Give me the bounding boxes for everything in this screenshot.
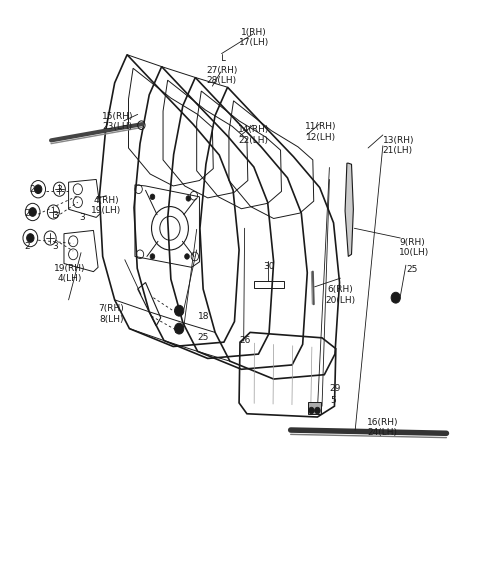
Text: 3: 3	[80, 213, 85, 222]
Text: 18: 18	[198, 312, 209, 321]
Text: 11(RH)
12(LH): 11(RH) 12(LH)	[305, 123, 336, 142]
Text: 25: 25	[407, 265, 418, 274]
Text: 2: 2	[30, 185, 36, 194]
Polygon shape	[345, 163, 353, 257]
Circle shape	[175, 323, 184, 334]
Circle shape	[150, 194, 155, 199]
Circle shape	[150, 254, 155, 259]
Text: 1(RH)
17(LH): 1(RH) 17(LH)	[239, 28, 269, 47]
Circle shape	[391, 292, 400, 303]
Text: 27(RH)
28(LH): 27(RH) 28(LH)	[206, 66, 237, 85]
Text: 14(RH)
22(LH): 14(RH) 22(LH)	[238, 125, 269, 145]
Text: 13(RH)
21(LH): 13(RH) 21(LH)	[383, 136, 414, 155]
Circle shape	[27, 234, 34, 242]
Circle shape	[315, 407, 320, 414]
Text: 30: 30	[263, 262, 274, 271]
Circle shape	[309, 407, 314, 414]
Text: 9(RH)
10(LH): 9(RH) 10(LH)	[399, 238, 429, 258]
Text: 7(RH)
8(LH): 7(RH) 8(LH)	[98, 304, 124, 324]
Circle shape	[35, 185, 42, 194]
Bar	[308, 402, 321, 414]
Text: 6(RH)
20(LH): 6(RH) 20(LH)	[325, 285, 356, 305]
Text: 2: 2	[24, 209, 30, 218]
Text: 26: 26	[240, 336, 251, 345]
Text: 15(RH)
23(LH): 15(RH) 23(LH)	[102, 112, 133, 131]
Circle shape	[185, 254, 189, 259]
Text: 25: 25	[198, 333, 209, 342]
Text: 3: 3	[52, 211, 58, 220]
Circle shape	[186, 195, 191, 201]
Text: 29: 29	[330, 384, 341, 393]
Bar	[254, 281, 284, 288]
Text: 3: 3	[57, 185, 62, 194]
Text: 16(RH)
24(LH): 16(RH) 24(LH)	[367, 418, 398, 437]
Circle shape	[175, 305, 184, 316]
Text: 3: 3	[52, 242, 58, 251]
Text: 5: 5	[330, 397, 336, 406]
Text: 4(RH)
19(LH): 4(RH) 19(LH)	[91, 195, 121, 215]
Text: 19(RH)
4(LH): 19(RH) 4(LH)	[54, 263, 85, 283]
Circle shape	[29, 208, 36, 216]
Text: 2: 2	[24, 242, 30, 251]
